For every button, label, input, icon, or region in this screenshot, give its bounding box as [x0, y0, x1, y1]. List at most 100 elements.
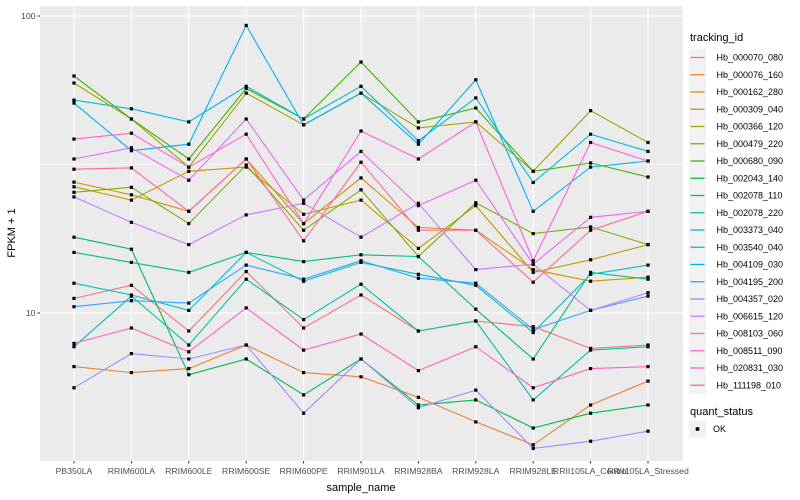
data-point: [589, 411, 593, 415]
data-point: [531, 325, 535, 329]
data-point: [302, 212, 306, 216]
legend-entry-Hb_000680_090: Hb_000680_090: [689, 152, 783, 170]
data-point: [359, 176, 363, 180]
data-point: [589, 346, 593, 350]
y-axis-title: FPKM + 1: [6, 208, 18, 257]
data-point: [129, 293, 133, 297]
data-point: [187, 243, 191, 247]
legend-entry-label: Hb_008511_090: [717, 346, 783, 356]
data-point: [416, 369, 420, 373]
data-point: [646, 275, 650, 279]
data-point: [302, 239, 306, 243]
legend-entry-label: Hb_008103_060: [717, 329, 784, 339]
legend-entry-Hb_111198_010: Hb_111198_010: [689, 376, 781, 394]
data-point: [531, 443, 535, 447]
data-point: [72, 190, 76, 194]
data-point: [531, 232, 535, 236]
data-point: [244, 163, 248, 167]
data-point: [589, 165, 593, 169]
legend-entry-label: Hb_020831_030: [717, 363, 784, 373]
data-point: [646, 429, 650, 433]
data-point: [416, 225, 420, 230]
data-point: [72, 296, 76, 300]
data-point: [302, 279, 306, 283]
data-point: [129, 149, 133, 153]
data-point: [416, 142, 420, 146]
data-point: [474, 228, 478, 232]
data-point: [129, 166, 133, 170]
data-point: [474, 307, 478, 311]
data-point: [72, 81, 76, 85]
data-point: [302, 411, 306, 415]
data-point: [646, 209, 650, 213]
data-point: [72, 157, 76, 161]
data-point: [416, 272, 420, 276]
data-point: [416, 395, 420, 399]
legend-entry-Hb_004109_030: Hb_004109_030: [689, 256, 783, 273]
legend-entry-Hb_002043_140: Hb_002043_140: [689, 169, 783, 187]
legend-entry-label: Hb_000366_120: [717, 122, 784, 132]
data-point: [416, 120, 420, 124]
data-point: [359, 235, 363, 239]
data-point: [474, 388, 478, 392]
x-tick-label: RRIM600PE: [279, 466, 327, 476]
data-point: [72, 365, 76, 369]
data-point: [531, 280, 535, 284]
legend-entry-Hb_000076_160: Hb_000076_160: [689, 66, 784, 84]
data-point: [359, 60, 363, 64]
data-point: [531, 446, 535, 450]
data-point: [129, 283, 133, 287]
data-point: [646, 294, 650, 298]
data-point: [359, 357, 363, 361]
data-point: [646, 403, 650, 407]
data-point: [589, 439, 593, 443]
data-point: [589, 272, 593, 276]
data-point: [531, 268, 535, 272]
data-point: [531, 270, 535, 274]
data-point: [187, 222, 191, 226]
x-axis-title: sample_name: [326, 482, 395, 494]
axis-layer: 100 10 PB350LA RRIM600LA RRIM600LE RRIM600SE R…: [21, 11, 689, 476]
data-point: [646, 243, 650, 247]
x-tick-label: PB350LA: [56, 466, 93, 476]
x-tick-label: RRIM928LA: [452, 466, 500, 476]
data-point: [302, 201, 306, 205]
data-point: [531, 357, 535, 361]
data-point: [72, 185, 76, 189]
data-point: [244, 213, 248, 217]
data-point: [359, 260, 363, 264]
data-point: [129, 260, 133, 264]
data-point: [474, 204, 478, 208]
series-layer: [72, 23, 650, 450]
data-point: [302, 123, 306, 127]
data-point: [187, 367, 191, 371]
data-point: [416, 157, 420, 161]
data-point: [416, 228, 420, 232]
data-point: [646, 365, 650, 369]
data-point: [302, 318, 306, 322]
legend-entry-label: Hb_000076_160: [717, 70, 784, 80]
data-point: [244, 84, 248, 88]
data-point: [187, 142, 191, 146]
gridlines: [40, 6, 683, 461]
data-point: [72, 180, 76, 184]
data-point: [359, 332, 363, 336]
tracking-legend-title: tracking_id: [690, 32, 743, 44]
data-point: [187, 301, 191, 305]
legend-entry-label: Hb_000309_040: [717, 104, 784, 114]
data-point: [244, 132, 248, 136]
data-point: [129, 185, 133, 189]
data-point: [589, 367, 593, 371]
x-tick-label: RRIM600LE: [165, 466, 213, 476]
data-point: [359, 282, 363, 286]
data-point: [359, 375, 363, 379]
legend-entry-Hb_002078_220: Hb_002078_220: [689, 204, 783, 222]
data-point: [589, 279, 593, 283]
data-point: [187, 373, 191, 377]
data-point: [474, 283, 478, 287]
data-point: [72, 250, 76, 254]
x-tick-label: RRIM928BA: [394, 466, 442, 476]
data-point: [72, 167, 76, 171]
data-point: [72, 235, 76, 239]
